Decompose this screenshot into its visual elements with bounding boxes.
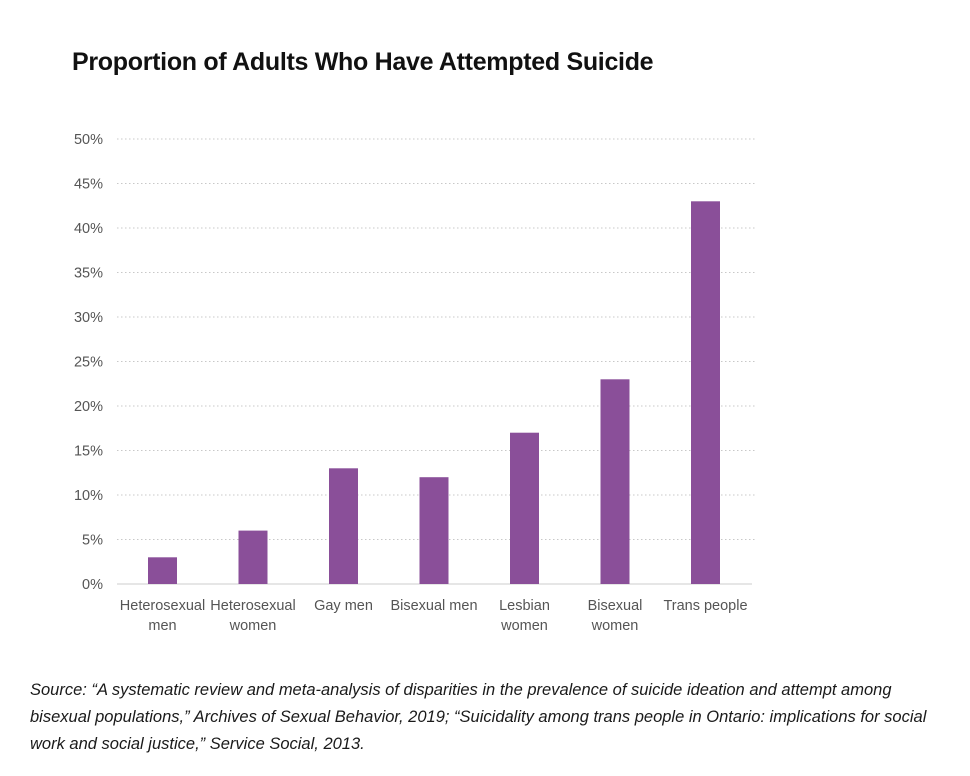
y-tick-label: 25%	[74, 355, 103, 371]
bar	[600, 379, 630, 584]
bar	[329, 468, 358, 584]
y-tick-label: 10%	[74, 488, 103, 504]
source-note: Source: “A systematic review and meta-an…	[30, 681, 927, 753]
y-tick-label: 15%	[74, 444, 103, 460]
bars	[148, 201, 720, 585]
bar	[691, 201, 720, 585]
y-tick-label: 5%	[82, 533, 103, 549]
y-tick-label: 20%	[74, 399, 103, 415]
bar-chart: 0% 5% 10% 15% 20% 25% 30% 35% 40% 45% 50% Heterose…	[74, 132, 757, 634]
y-tick-label: 0%	[82, 577, 103, 593]
x-tick-label: Gay men	[314, 598, 373, 614]
chart-title: Proportion of Adults Who Have Attempted …	[72, 48, 654, 76]
x-tick-label: Lesbian women	[499, 598, 550, 634]
x-tick-label: Trans people	[663, 598, 747, 614]
bar	[238, 530, 268, 584]
x-tick-label: Bisexual women	[588, 598, 643, 634]
x-tick-label: Heterosexual men	[120, 598, 205, 634]
y-tick-label: 50%	[74, 132, 103, 148]
y-tick-label: 40%	[74, 221, 103, 237]
x-tick-label: Bisexual men	[390, 598, 477, 614]
bar	[419, 477, 449, 584]
bar	[510, 432, 539, 584]
y-axis-tick-labels: 0% 5% 10% 15% 20% 25% 30% 35% 40% 45% 50%	[74, 132, 103, 593]
y-tick-label: 35%	[74, 266, 103, 282]
y-tick-label: 30%	[74, 310, 103, 326]
bar	[148, 557, 177, 584]
x-tick-label: Heterosexual women	[210, 598, 295, 634]
y-tick-label: 45%	[74, 177, 103, 193]
